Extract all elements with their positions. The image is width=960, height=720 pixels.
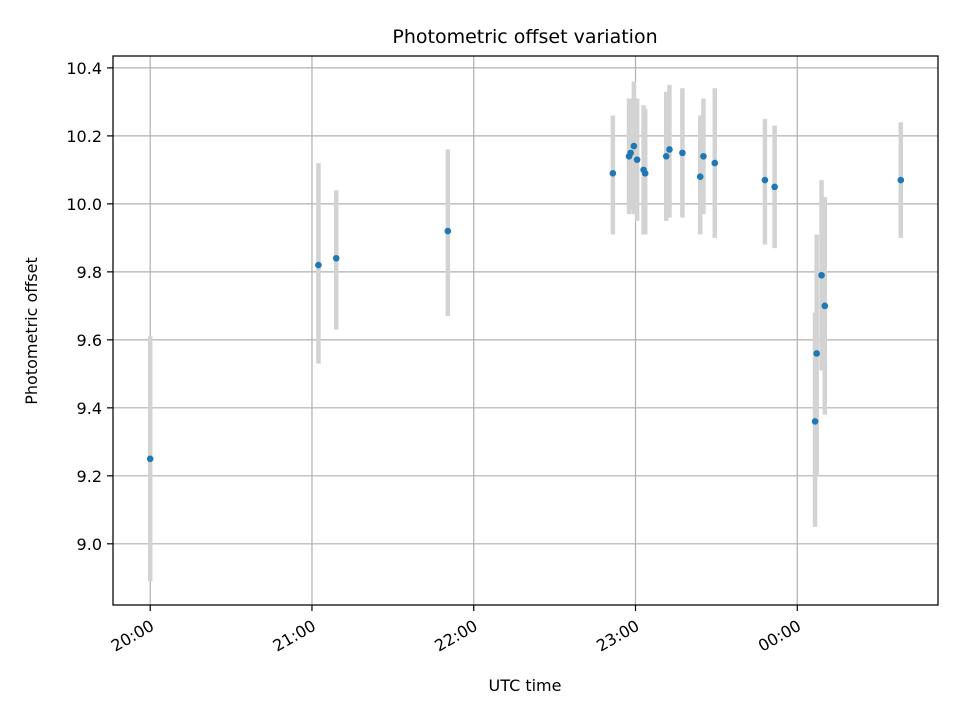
chart-title: Photometric offset variation [392,26,657,48]
y-tick-label: 9.0 [77,535,102,554]
data-point-22 [821,302,829,310]
data-point-1 [315,261,322,269]
y-tick-label: 10.0 [66,195,102,214]
data-point-10 [641,169,649,177]
data-point-12 [666,146,673,153]
data-point-18 [771,183,778,191]
y-tick-label: 10.2 [66,127,102,146]
data-point-8 [633,156,641,163]
data-point-13 [679,149,686,157]
grid-lines [113,56,938,605]
data-point-3 [444,227,452,235]
data-point-15 [700,152,707,160]
y-tick-label: 9.6 [77,331,102,350]
data-points [146,142,905,463]
y-tick-label: 9.4 [77,399,102,418]
data-point-11 [662,152,670,160]
data-point-23 [897,176,905,184]
x-axis-title: UTC time [489,676,562,695]
data-point-21 [818,271,825,279]
data-point-0 [146,455,154,463]
data-point-2 [332,254,340,262]
data-point-4 [609,169,617,177]
y-tick-label: 9.8 [77,263,102,282]
y-axis-ticks: 9.0 9.2 9.4 9.6 9.8 10.0 10.2 10.4 [66,59,113,554]
plot-frame [112,55,939,606]
data-point-16 [711,159,719,167]
y-tick-label: 10.4 [66,59,102,78]
data-point-19 [811,418,819,425]
data-point-14 [696,173,704,180]
data-point-7 [630,142,638,150]
y-tick-label: 9.2 [77,467,102,486]
y-axis-title: Photometric offset [22,257,41,405]
data-point-17 [761,176,769,184]
data-point-20 [813,350,820,357]
data-point-6 [627,149,634,157]
